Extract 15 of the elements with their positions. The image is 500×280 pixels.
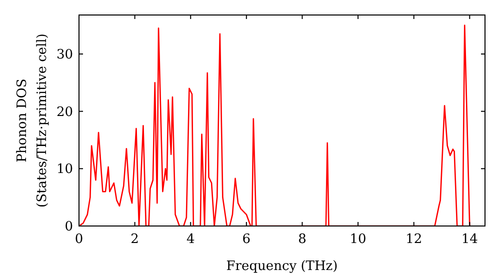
y-tick-label: 30 (56, 47, 73, 62)
x-tick-label: 0 (74, 232, 84, 247)
x-tick-label: 12 (406, 232, 422, 247)
y-tick-label: 20 (56, 104, 73, 120)
x-axis-title: Frequency (THz) (226, 259, 338, 274)
x-tick-label: 8 (298, 232, 306, 247)
x-tick-label: 4 (186, 232, 195, 247)
x-tick-label: 10 (350, 232, 366, 247)
x-tick-label: 2 (130, 232, 139, 247)
x-tick-label: 6 (242, 232, 251, 247)
line-series (79, 24, 470, 226)
y-tick-label: 10 (56, 162, 73, 178)
x-tick-label: 14 (461, 232, 478, 247)
y-axis-title: Phonon DOS (States/THz·primitive cell) (15, 33, 50, 208)
y-tick-label: 0 (64, 220, 73, 234)
